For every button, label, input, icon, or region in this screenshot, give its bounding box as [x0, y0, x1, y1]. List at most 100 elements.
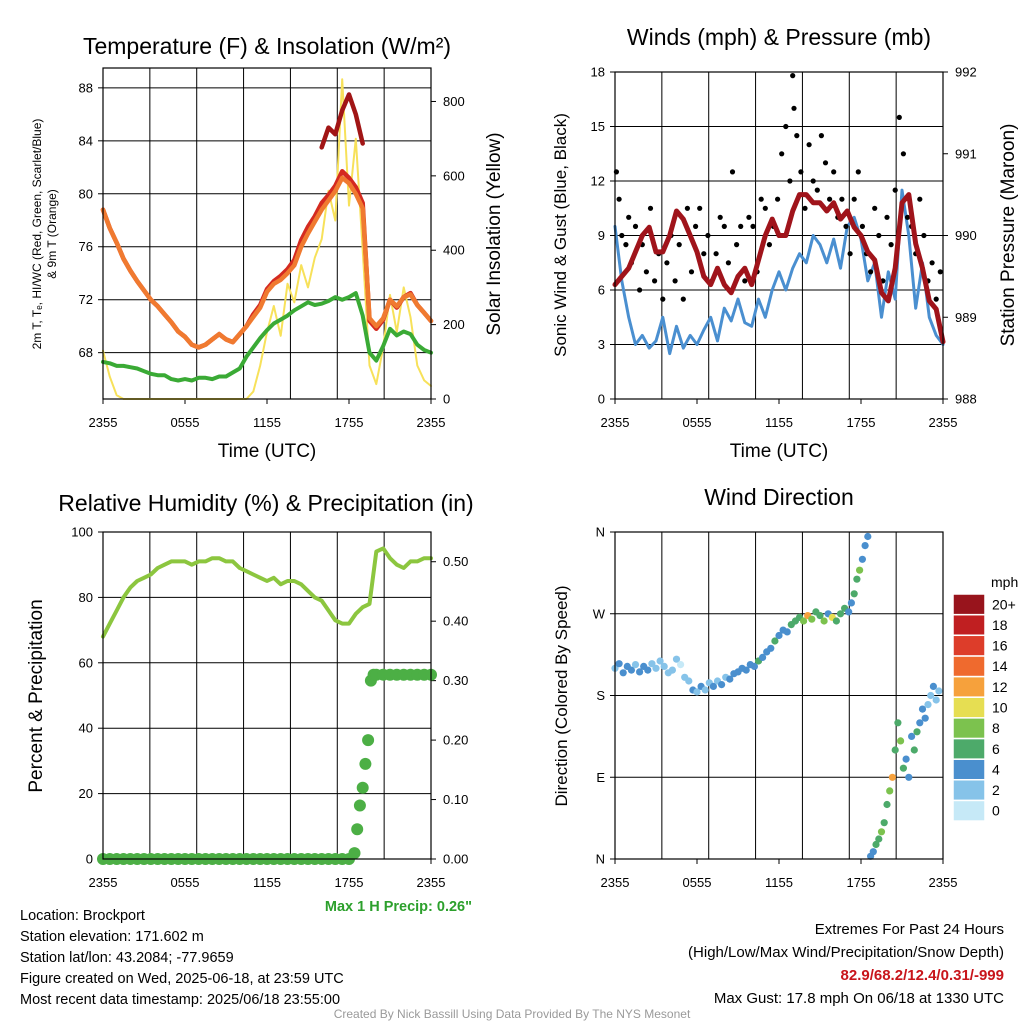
gust-point: [791, 105, 797, 111]
gust-point: [693, 223, 699, 229]
precip-point: [362, 734, 375, 747]
x-tick-label: 1755: [847, 415, 876, 430]
gust-point: [810, 178, 816, 184]
direction-point: [652, 664, 660, 672]
direction-point: [902, 755, 910, 763]
colorbar-label: 18: [992, 617, 1008, 633]
y-tick-label: 0: [86, 852, 93, 867]
direction-point: [880, 819, 888, 827]
direction-point: [886, 787, 894, 795]
right-tick-label: 988: [955, 392, 977, 407]
sonic-wind-line: [613, 188, 945, 356]
wind-direction-panel: N E S W N 2355 0555 1155 1755 2355 Wind Direction D…: [552, 484, 1018, 890]
direction-point: [726, 675, 734, 683]
gust-point: [859, 223, 866, 229]
right-tick-label: 989: [955, 310, 977, 325]
direction-point: [916, 719, 924, 727]
gust-point: [664, 260, 670, 266]
plot-border: [102, 531, 432, 860]
plot-border: [614, 71, 944, 400]
x-tick-label: 2355: [89, 875, 118, 890]
direction-point: [875, 835, 883, 843]
precip-point: [356, 781, 369, 794]
right-tick-label: 600: [443, 168, 465, 183]
gust-point: [818, 133, 825, 139]
colorbar-label: 14: [992, 658, 1008, 674]
gust-point: [725, 260, 732, 266]
colorbar-label: 20+: [992, 596, 1016, 612]
right-tick-label: 992: [955, 65, 977, 80]
direction-point: [908, 732, 916, 741]
direction-point: [891, 746, 899, 754]
gust-point: [929, 260, 935, 266]
right-axis-label: Station Pressure (Maroon): [998, 124, 1019, 347]
gust-point: [734, 242, 740, 248]
direction-point: [924, 701, 932, 709]
y-axis-label: Sonic Wind & Gust (Blue, Black): [551, 113, 570, 357]
direction-point: [709, 682, 718, 691]
direction-point: [759, 653, 767, 662]
direction-point: [921, 714, 929, 722]
gust-point: [839, 196, 845, 202]
direction-point: [861, 542, 869, 550]
plot-border: [614, 531, 944, 860]
x-tick-label: 0555: [171, 415, 200, 430]
x-tick-label: 1155: [765, 875, 793, 890]
plot-border: [102, 67, 432, 400]
gust-point: [896, 114, 902, 120]
extremes-subtitle: (High/Low/Max Wind/Precipitation/Snow De…: [688, 944, 1004, 961]
gust-point: [705, 232, 711, 239]
humidity-line: [101, 546, 433, 639]
x-tick-label: 2355: [417, 415, 446, 430]
direction-point: [636, 668, 644, 676]
right-tick-label: 0.40: [443, 614, 468, 629]
colorbar-swatch: [952, 799, 986, 822]
right-tick-label: 0.00: [443, 852, 468, 867]
y-axis-label-line2: & 9m T (Orange): [45, 189, 59, 279]
precip-point: [351, 823, 364, 836]
direction-point: [783, 628, 791, 636]
gust-point: [851, 196, 857, 202]
y-tick-label: 18: [591, 65, 605, 80]
winds-pressure-panel: 0 3 6 9 12 15 18 988 989 990 991 992 2355 0555 1155 175…: [551, 24, 1019, 462]
y-tick-label: 72: [79, 292, 93, 307]
y-tick-label: 80: [79, 186, 93, 201]
direction-point: [677, 661, 685, 669]
x-tick-label: 1755: [847, 875, 876, 890]
direction-point: [864, 532, 872, 541]
temperature-panel: 68 72 76 80 84 88 0 200 400 600 800 2355 0555 1155 175…: [30, 33, 505, 462]
gust-point: [921, 232, 927, 239]
y-axis-label: Percent & Precipitation: [26, 599, 47, 792]
right-axis-label: Solar Insolation (Yellow): [484, 132, 505, 335]
colorbar-label: 10: [992, 700, 1008, 716]
extremes-block: Extremes For Past 24 Hours (High/Low/Max…: [688, 918, 1004, 1010]
direction-point: [853, 575, 861, 583]
extremes-title: Extremes For Past 24 Hours: [814, 921, 1004, 938]
direction-point: [693, 688, 701, 696]
colorbar-label: 0: [992, 803, 1000, 819]
direction-point: [615, 660, 623, 668]
gust-point: [872, 205, 878, 211]
series-line-td: [101, 291, 433, 383]
gust-point: [775, 196, 781, 202]
direction-point: [800, 617, 808, 625]
direction-point: [847, 599, 856, 607]
colorbar-swatch: [952, 737, 986, 760]
gust-point: [802, 205, 808, 211]
y-tick-label: 20: [79, 786, 93, 801]
x-tick-label: 2355: [929, 875, 958, 890]
gust-point: [822, 160, 829, 166]
gust-point: [619, 232, 625, 239]
y-tick-label: 68: [79, 345, 93, 360]
x-tick-label: 0555: [171, 875, 200, 890]
y-tick-label: W: [593, 606, 606, 621]
gust-point: [766, 242, 773, 248]
most-recent-timestamp: Most recent data timestamp: 2025/06/18 2…: [20, 992, 341, 1008]
direction-point: [660, 662, 668, 671]
gust-point: [790, 73, 796, 79]
y-tick-label: 88: [79, 80, 93, 95]
gust-point: [738, 223, 744, 229]
gust-point: [623, 242, 629, 248]
direction-point: [627, 666, 636, 674]
x-tick-label: 2355: [601, 415, 630, 430]
